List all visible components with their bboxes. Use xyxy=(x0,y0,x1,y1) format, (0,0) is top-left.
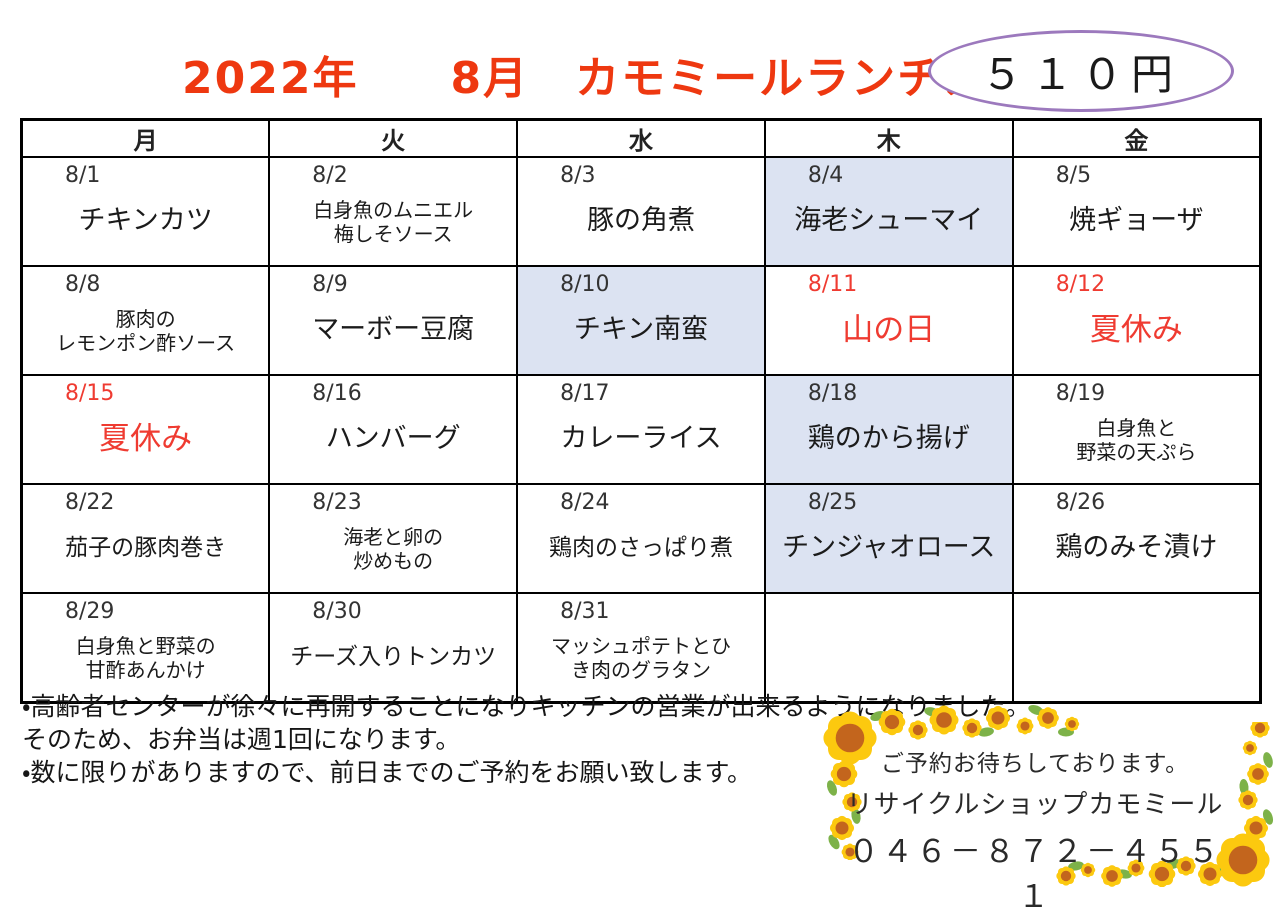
calendar-week-1: 8/1 チキンカツ 8/2 白身魚のムニエル 梅しそソース 8/3 豚の角煮 8… xyxy=(20,156,1262,267)
cell-menu xyxy=(1014,600,1259,701)
calendar-cell-holiday: 8/12 夏休み xyxy=(1011,265,1262,376)
cell-date: 8/3 xyxy=(560,163,596,188)
cell-date: 8/11 xyxy=(807,272,858,297)
calendar-cell-highlighted: 8/18 鶏のから揚げ xyxy=(763,374,1014,485)
calendar-cell-empty xyxy=(1011,592,1262,704)
cell-menu: 海老と卵の 炒めもの xyxy=(343,524,444,573)
cell-date: 8/29 xyxy=(65,599,115,624)
cell-menu: 白身魚と 野菜の天ぷら xyxy=(1076,415,1197,464)
cell-menu: 白身魚と野菜の 甘酢あんかけ xyxy=(75,633,216,682)
cell-date: 8/30 xyxy=(312,599,362,624)
cell-menu: 鶏のみそ漬け xyxy=(1055,532,1218,564)
cell-date: 8/26 xyxy=(1055,490,1106,515)
reservation-message: ご予約お待ちしております。 xyxy=(880,751,1190,777)
cell-menu: チキン南蛮 xyxy=(573,314,709,346)
cell-menu: マッシュポテトとひ き肉のグラタン xyxy=(550,633,731,682)
weekday-header-tue: 火 xyxy=(268,118,519,158)
cell-date: 8/1 xyxy=(65,163,101,188)
weekday-header-row: 月 火 水 木 金 xyxy=(20,118,1262,158)
cell-menu: チーズ入りトンカツ xyxy=(290,643,497,670)
cell-menu: 鶏のから揚げ xyxy=(807,423,970,455)
note-line: そのため、お弁当は週1回になります。 xyxy=(22,725,461,754)
weekday-header-fri: 金 xyxy=(1011,118,1262,158)
note-line: ・高齢者センターが徐々に再開することになりキッチンの営業が出来るようになりました… xyxy=(22,692,1031,721)
calendar-cell-highlighted: 8/10 チキン南蛮 xyxy=(516,265,766,376)
cell-date: 8/4 xyxy=(807,163,844,188)
calendar-cell: 8/30 チーズ入りトンカツ xyxy=(268,592,519,704)
calendar-cell: 8/9 マーボー豆腐 xyxy=(268,265,519,376)
calendar-cell: 8/16 ハンバーグ xyxy=(268,374,519,485)
cell-menu: 海老シューマイ xyxy=(794,205,984,237)
calendar-cell: 8/23 海老と卵の 炒めもの xyxy=(268,483,519,594)
cell-menu: 白身魚のムニエル 梅しそソース xyxy=(313,197,474,246)
cell-menu xyxy=(766,600,1012,701)
cell-date: 8/19 xyxy=(1055,381,1106,406)
weekday-header-thu: 木 xyxy=(763,118,1014,158)
calendar-cell: 8/31 マッシュポテトとひ き肉のグラタン xyxy=(516,592,766,704)
calendar-cell: 8/2 白身魚のムニエル 梅しそソース xyxy=(268,156,519,267)
cell-date: 8/24 xyxy=(560,490,610,515)
calendar-cell: 8/8 豚肉の レモンポン酢ソース xyxy=(20,265,271,376)
cell-date: 8/31 xyxy=(560,599,610,624)
cell-date: 8/23 xyxy=(312,490,362,515)
cell-menu: 茄子の豚肉巻き xyxy=(65,534,227,561)
cell-date: 8/9 xyxy=(312,272,348,297)
calendar-cell: 8/1 チキンカツ xyxy=(20,156,271,267)
cell-menu: 山の日 xyxy=(842,312,936,348)
cell-date: 8/8 xyxy=(65,272,101,297)
weekday-header-mon: 月 xyxy=(20,118,271,158)
cell-date: 8/5 xyxy=(1055,163,1092,188)
phone-number: ０４６－８７２－４５５１ xyxy=(848,834,1222,915)
calendar-cell-holiday: 8/11 山の日 xyxy=(763,265,1014,376)
price-badge: ５１０円 xyxy=(928,30,1234,112)
calendar-cell: 8/22 茄子の豚肉巻き xyxy=(20,483,271,594)
calendar-week-4: 8/22 茄子の豚肉巻き 8/23 海老と卵の 炒めもの 8/24 鶏肉のさっぱ… xyxy=(20,483,1262,594)
calendar-cell: 8/17 カレーライス xyxy=(516,374,766,485)
cell-menu: チンジャオロース xyxy=(782,532,996,564)
cell-menu: 夏休み xyxy=(1089,312,1183,348)
calendar-week-3: 8/15 夏休み 8/16 ハンバーグ 8/17 カレーライス 8/18 鶏のか… xyxy=(20,374,1262,485)
calendar-cell: 8/3 豚の角煮 xyxy=(516,156,766,267)
cell-date: 8/16 xyxy=(312,381,362,406)
cell-menu: 夏休み xyxy=(99,421,193,457)
calendar-week-5: 8/29 白身魚と野菜の 甘酢あんかけ 8/30 チーズ入りトンカツ 8/31 … xyxy=(20,592,1262,704)
cell-date: 8/17 xyxy=(560,381,610,406)
cell-menu: ハンバーグ xyxy=(325,423,461,455)
cell-date: 8/18 xyxy=(807,381,858,406)
cell-menu: カレーライス xyxy=(560,423,722,455)
cell-menu: チキンカツ xyxy=(78,205,213,237)
calendar-cell: 8/5 焼ギョーザ xyxy=(1011,156,1262,267)
calendar-cell-empty xyxy=(763,592,1014,704)
price-text: ５１０円 xyxy=(980,49,1181,99)
cell-menu: マーボー豆腐 xyxy=(312,314,475,346)
shop-name: リサイクルショップカモミール xyxy=(846,790,1224,820)
calendar-cell: 8/19 白身魚と 野菜の天ぷら xyxy=(1011,374,1262,485)
cell-date: 8/22 xyxy=(65,490,115,515)
calendar-week-2: 8/8 豚肉の レモンポン酢ソース 8/9 マーボー豆腐 8/10 チキン南蛮 … xyxy=(20,265,1262,376)
note-line: ・数に限りがありますので、前日までのご予約をお願い致します。 xyxy=(22,758,753,787)
cell-date: 8/12 xyxy=(1055,272,1106,297)
calendar-cell: 8/26 鶏のみそ漬け xyxy=(1011,483,1262,594)
calendar-cell: 8/24 鶏肉のさっぱり煮 xyxy=(516,483,766,594)
calendar-cell: 8/29 白身魚と野菜の 甘酢あんかけ xyxy=(20,592,271,704)
cell-menu: 焼ギョーザ xyxy=(1069,205,1204,237)
weekday-header-wed: 水 xyxy=(516,118,766,158)
cell-date: 8/10 xyxy=(560,272,610,297)
cell-menu: 豚の角煮 xyxy=(586,205,695,237)
calendar-cell-holiday: 8/15 夏休み xyxy=(20,374,271,485)
cell-menu: 鶏肉のさっぱり煮 xyxy=(548,534,733,561)
calendar-table: 月 火 水 木 金 8/1 チキンカツ 8/2 白身魚のムニエル 梅しそソース … xyxy=(20,118,1262,704)
calendar-cell-highlighted: 8/25 チンジャオロース xyxy=(763,483,1014,594)
contact-block: ご予約お待ちしております。 リサイクルショップカモミール ０４６－８７２－４５５… xyxy=(845,744,1225,916)
cell-date: 8/25 xyxy=(807,490,858,515)
footer-notes: ・高齢者センターが徐々に再開することになりキッチンの営業が出来るようになりました… xyxy=(22,690,1031,789)
cell-menu: 豚肉の レモンポン酢ソース xyxy=(56,306,236,355)
cell-date: 8/15 xyxy=(65,381,115,406)
calendar-cell-highlighted: 8/4 海老シューマイ xyxy=(763,156,1014,267)
cell-date: 8/2 xyxy=(312,163,348,188)
